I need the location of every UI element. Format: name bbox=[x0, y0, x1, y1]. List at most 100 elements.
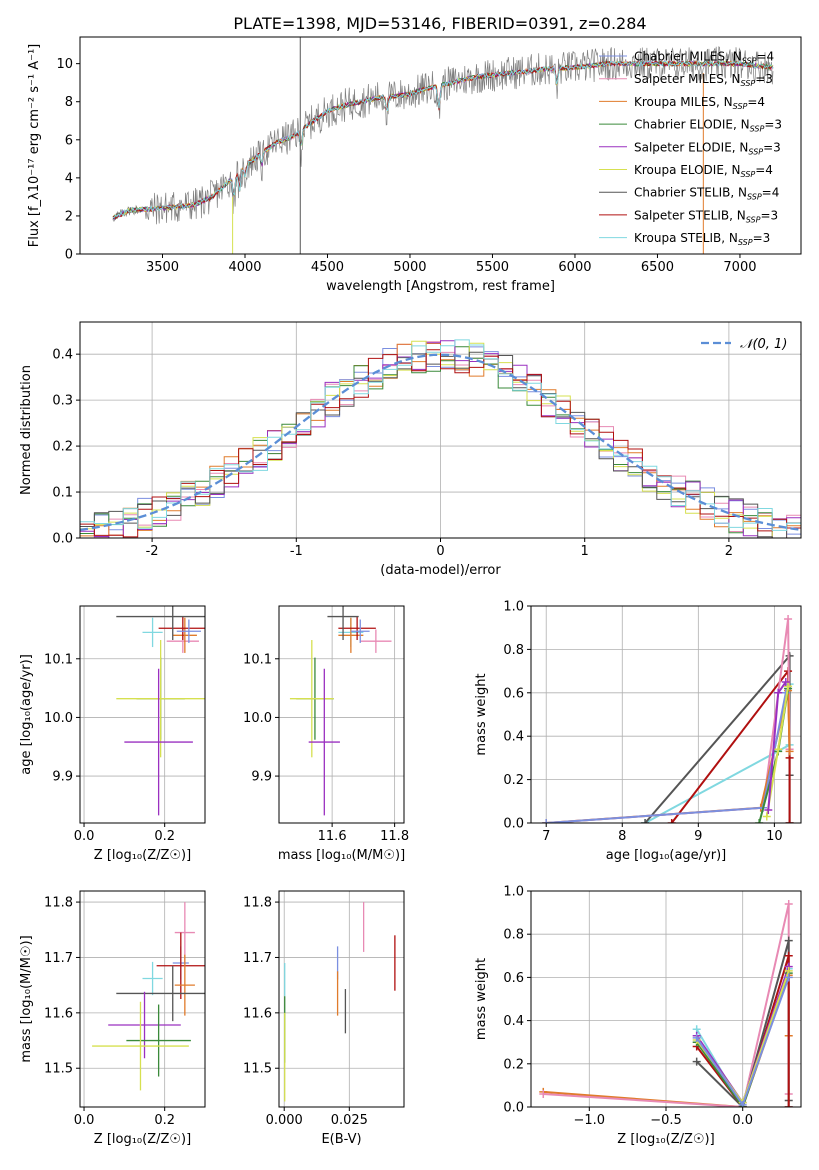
y-tick-label: 4 bbox=[65, 171, 73, 186]
y-tick-label: 11.5 bbox=[44, 1062, 73, 1077]
x-tick-label: 1 bbox=[581, 544, 589, 559]
age_vs_mass-chart: 11.6 11.8 9.9 10.0 10.1 mass [log₁₀(M/M☉)] bbox=[243, 605, 409, 863]
x-tick-label: 6000 bbox=[558, 260, 591, 275]
age_vs_mass-plot-area bbox=[289, 606, 392, 816]
y-tick-label: 9.9 bbox=[52, 770, 73, 785]
data-spectrum-line bbox=[112, 46, 774, 225]
y-tick-label: 0.0 bbox=[52, 532, 73, 547]
y-tick-label: 11.8 bbox=[44, 896, 73, 911]
mass_vs_ebv-frame bbox=[278, 890, 405, 1108]
y-tick-label: 0.4 bbox=[503, 730, 524, 745]
legend-entry: Kroupa STELIB, NSSP=3 bbox=[634, 231, 770, 247]
y-tick-label: 10.1 bbox=[243, 652, 272, 667]
x-tick-label: 0.025 bbox=[331, 1113, 368, 1128]
model-line bbox=[112, 60, 774, 218]
x-tick-label: 9 bbox=[694, 829, 702, 844]
spectrum-frame bbox=[79, 36, 802, 255]
legend-entry: Salpeter ELODIE, NSSP=3 bbox=[634, 140, 781, 156]
series-point bbox=[784, 682, 793, 691]
series-point bbox=[667, 819, 676, 823]
y-tick-label: 11.7 bbox=[243, 951, 272, 966]
spectrum-xlabel: wavelength [Angstrom, rest frame] bbox=[326, 279, 555, 294]
x-tick-label: −0.5 bbox=[650, 1113, 682, 1128]
x-tick-label: 0.0 bbox=[732, 1113, 753, 1128]
spectrum-plot-area bbox=[112, 37, 774, 254]
x-tick-label: 2 bbox=[725, 544, 733, 559]
figure-title: PLATE=1398, MJD=53146, FIBERID=0391, z=0… bbox=[233, 14, 646, 33]
series-point bbox=[539, 1090, 548, 1099]
y-tick-label: 0.1 bbox=[52, 486, 73, 501]
x-tick-label: −1.0 bbox=[574, 1113, 606, 1128]
residual_hist-plot-area bbox=[80, 339, 801, 538]
gaussian-curve bbox=[80, 353, 801, 532]
series-point bbox=[774, 688, 783, 697]
mass_vs_Z-xlabel: Z [log₁₀(Z/Z☉)] bbox=[94, 1132, 191, 1147]
age_vs_Z-plot-area bbox=[116, 606, 205, 816]
legend-entry: Chabrier ELODIE, NSSP=3 bbox=[634, 118, 782, 134]
legend-entry: Salpeter STELIB, NSSP=3 bbox=[634, 208, 778, 224]
histogram-step bbox=[80, 339, 801, 531]
series-point bbox=[784, 615, 793, 624]
series-point bbox=[785, 819, 794, 823]
x-tick-label: 0.0 bbox=[74, 829, 95, 844]
mass_weight_vs_age-chart: 7 8 9 10 0.0 0.2 0.4 0.6 0.8 1.0 age [log₁₀(age/yr… bbox=[474, 600, 802, 863]
series-point bbox=[641, 819, 650, 823]
series-point bbox=[784, 899, 793, 908]
mass_vs_ebv-chart: 0.000 0.025 11.5 11.6 11.7 11.8 E(B-V) bbox=[243, 890, 405, 1147]
series-point bbox=[764, 805, 773, 814]
y-tick-label: 8 bbox=[65, 95, 73, 110]
y-tick-label: 0.2 bbox=[503, 773, 524, 788]
y-tick-label: 0.2 bbox=[52, 440, 73, 455]
residual_hist-ylabel: Normed distribution bbox=[19, 365, 34, 495]
x-tick-label: 10 bbox=[766, 829, 783, 844]
series-line bbox=[644, 684, 791, 823]
legend-entry: 𝒩(0, 1) bbox=[740, 337, 787, 352]
y-tick-label: 9.9 bbox=[251, 770, 272, 785]
series-line bbox=[644, 653, 791, 823]
y-tick-label: 0.8 bbox=[503, 928, 524, 943]
series-line bbox=[546, 690, 791, 823]
spectrum-legend: Chabrier MILES, NSSP=4 Salpeter MILES, NS… bbox=[599, 50, 782, 247]
age_vs_mass-frame bbox=[278, 605, 405, 824]
mass_vs_Z-frame bbox=[79, 890, 206, 1108]
x-tick-label: -2 bbox=[146, 544, 159, 559]
y-tick-label: 0.4 bbox=[52, 348, 73, 363]
series-line bbox=[546, 692, 787, 823]
mass_weight_vs_age-xlabel: age [log₁₀(age/yr)] bbox=[606, 848, 727, 863]
series-point bbox=[785, 747, 794, 756]
legend-entry: Salpeter MILES, NSSP=3 bbox=[634, 72, 773, 88]
series-point bbox=[542, 819, 551, 823]
legend-entry: Chabrier MILES, NSSP=4 bbox=[634, 50, 774, 66]
y-tick-label: 10.0 bbox=[44, 711, 73, 726]
mass_weight_vs_Z-chart: −1.0 −0.5 0.0 0.0 0.2 0.4 0.6 0.8 1.0 Z [log₁₀(Z/… bbox=[474, 885, 802, 1147]
series-line bbox=[695, 955, 790, 1107]
x-tick-label: 7 bbox=[542, 829, 550, 844]
y-tick-label: 1.0 bbox=[503, 600, 524, 615]
age_vs_Z-frame bbox=[79, 605, 206, 824]
mass_weight_vs_age-plot-area bbox=[542, 615, 794, 823]
y-tick-label: 11.6 bbox=[243, 1006, 272, 1021]
age_vs_Z-chart: 0.0 0.2 9.9 10.0 10.1 Z [log₁₀(Z/Z☉)] age [log… bbox=[19, 605, 206, 863]
histogram-step bbox=[80, 340, 801, 538]
age_vs_Z-xlabel: Z [log₁₀(Z/Z☉)] bbox=[94, 848, 191, 863]
y-tick-label: 6 bbox=[65, 133, 73, 148]
mass_vs_ebv-plot-area bbox=[284, 902, 396, 1102]
series-point bbox=[781, 677, 790, 686]
y-tick-label: 0.0 bbox=[503, 1101, 524, 1116]
y-tick-label: 2 bbox=[65, 209, 73, 224]
x-tick-label: 11.6 bbox=[318, 829, 347, 844]
y-tick-label: 0.3 bbox=[52, 394, 73, 409]
x-tick-label: 5000 bbox=[393, 260, 426, 275]
mass_vs_Z-chart: 0.0 0.2 11.5 11.6 11.7 11.8 Z [log₁₀(Z/Z☉)] mas… bbox=[19, 890, 206, 1147]
y-tick-label: 0.2 bbox=[503, 1057, 524, 1072]
mass_weight_vs_age-frame bbox=[530, 605, 802, 824]
spectrum-ylabel: Flux [f_λ10⁻¹⁷ erg cm⁻² s⁻¹ A⁻¹] bbox=[27, 44, 42, 248]
y-tick-label: 11.8 bbox=[243, 896, 272, 911]
series-point bbox=[692, 1033, 701, 1042]
y-tick-label: 11.6 bbox=[44, 1006, 73, 1021]
x-tick-label: 0 bbox=[436, 544, 444, 559]
y-tick-label: 0.0 bbox=[503, 817, 524, 832]
x-tick-label: -1 bbox=[290, 544, 303, 559]
mass_weight_vs_Z-plot-area bbox=[539, 899, 793, 1107]
